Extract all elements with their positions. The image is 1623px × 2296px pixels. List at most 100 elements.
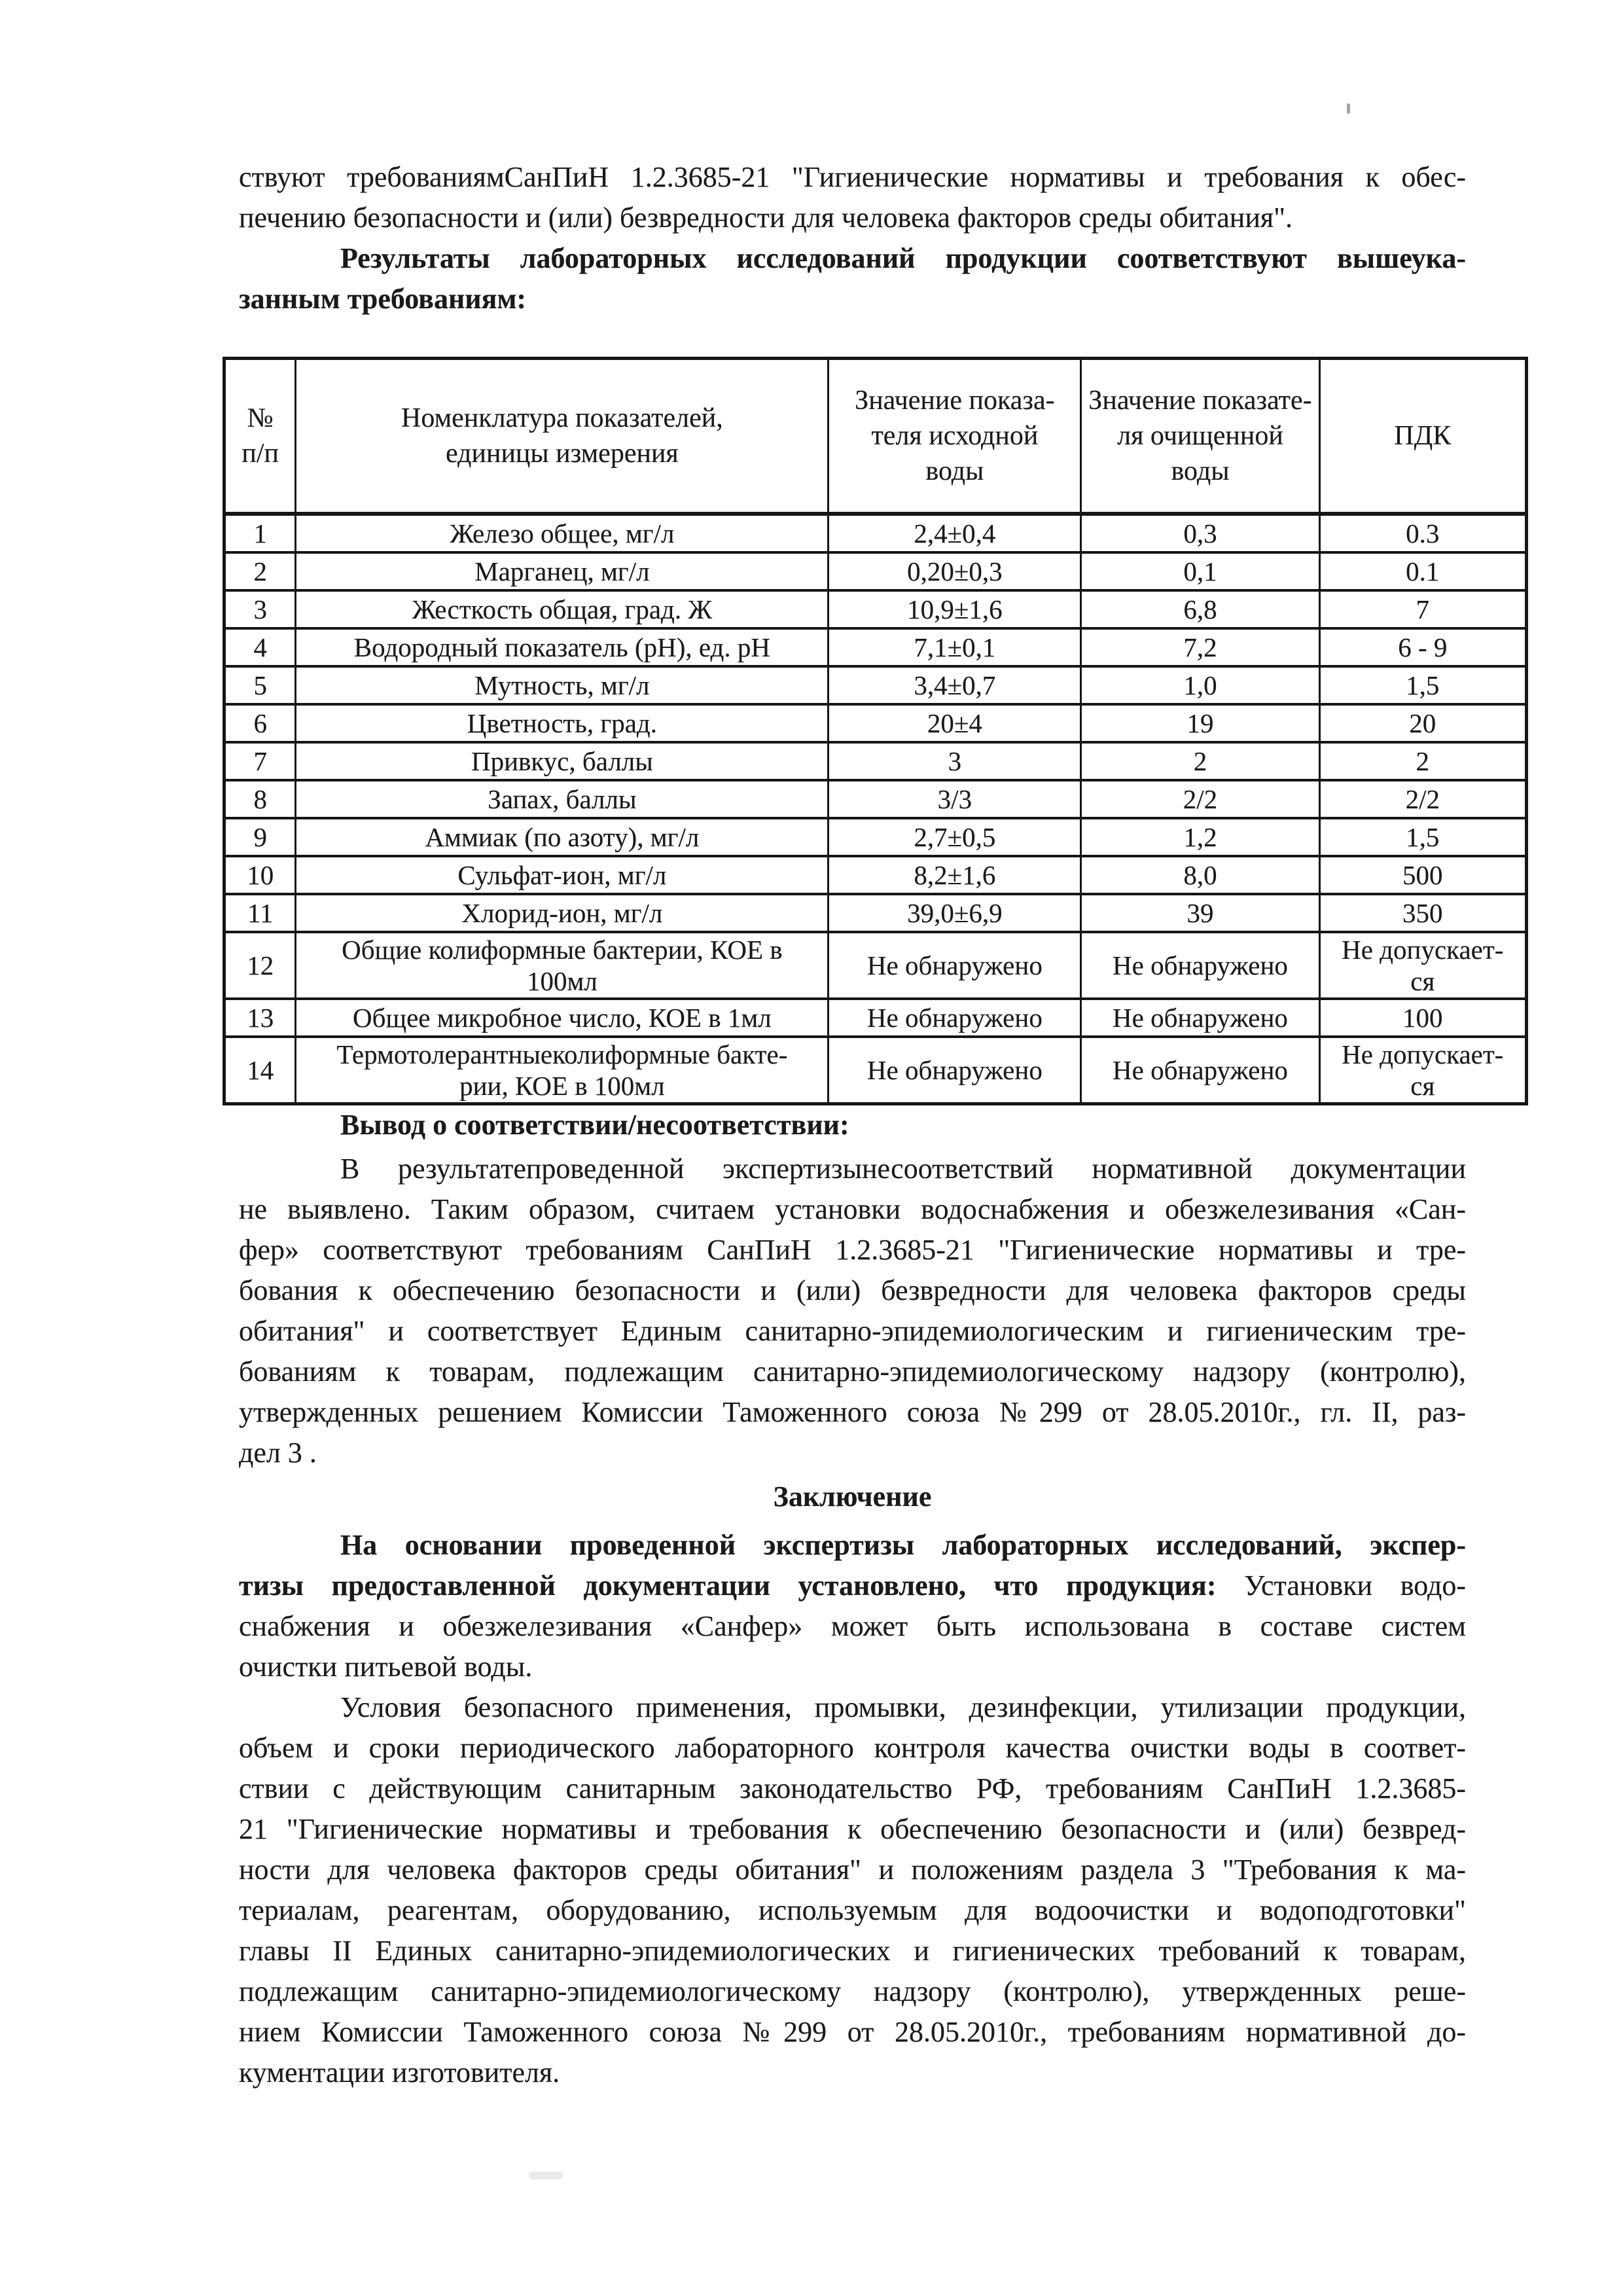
conclusion-intro-section: На основании проведенной экспертизы лабо… <box>239 1525 1466 1687</box>
cell-source-value: 3 <box>827 741 1082 781</box>
verdict-section: В результатепроведенной экспертизынесоот… <box>239 1149 1466 1473</box>
cell-indicator-name: Мутность, мг/л <box>294 665 830 706</box>
results-table-container: № п/п Номенклатура показателей, единицы … <box>223 357 1528 1105</box>
header-cell-source-water: Значение показа- теля исходной воды <box>827 357 1082 516</box>
table-row: 13 Общее микробное число, КОЕ в 1мл Не о… <box>223 997 1528 1038</box>
verdict-paragraph: В результатепроведенной экспертизынесоот… <box>239 1149 1466 1473</box>
cell-indicator-name: Аммиак (по азоту), мг/л <box>294 817 830 857</box>
text-line: бованиям к товарам, подлежащим санитарно… <box>239 1355 1466 1388</box>
cell-indicator-name: Жесткость общая, град. Ж <box>294 589 830 630</box>
cell-indicator-name: Сульфат-ион, мг/л <box>294 855 830 895</box>
cell-source-value: 20±4 <box>827 703 1082 744</box>
text-line: главы II Единых санитарно-эпидемиологиче… <box>239 1935 1466 1967</box>
table-row: 4 Водородный показатель (pH), ед. pH 7,1… <box>223 627 1528 668</box>
cell-clean-value: 39 <box>1080 893 1321 933</box>
cell-clean-value: 7,2 <box>1080 627 1321 668</box>
cell-clean-value: Не обнаружено <box>1080 997 1321 1038</box>
text-line: дел 3 . <box>239 1437 317 1469</box>
cell-clean-value: 6,8 <box>1080 589 1321 630</box>
cell-pdk-value: 20 <box>1318 703 1528 744</box>
table-row: 1 Железо общее, мг/л 2,4±0,4 0,3 0.3 <box>223 512 1528 554</box>
conditions-section: Условия безопасного применения, промывки… <box>239 1687 1466 2093</box>
cell-pdk-value: Не допускает- ся <box>1318 1035 1528 1105</box>
table-row: 7 Привкус, баллы 3 2 2 <box>223 741 1528 781</box>
lab-results-table: № п/п Номенклатура показателей, единицы … <box>223 357 1528 1105</box>
cell-indicator-name: Водородный показатель (pH), ед. pH <box>294 627 830 668</box>
text-line: ности для человека факторов среды обитан… <box>239 1854 1466 1886</box>
text-line: В результатепроведенной экспертизынесоот… <box>340 1153 1466 1185</box>
text-line: На основании проведенной экспертизы лабо… <box>340 1529 1466 1561</box>
table-row: 10 Сульфат-ион, мг/л 8,2±1,6 8,0 500 <box>223 855 1528 895</box>
cell-row-number: 8 <box>223 779 297 819</box>
cell-row-number: 4 <box>223 627 297 668</box>
cell-clean-value: Не обнаружено <box>1080 1035 1321 1105</box>
conclusion-intro-paragraph: На основании проведенной экспертизы лабо… <box>239 1525 1466 1687</box>
cell-indicator-name: Термотолерантныеколиформные бакте- рии, … <box>294 1035 830 1105</box>
results-statement-paragraph: Результаты лабораторных исследований про… <box>239 238 1466 319</box>
text-line: очистки питьевой воды. <box>239 1651 533 1683</box>
header-cell-num: № п/п <box>223 357 297 516</box>
cell-pdk-value: 1,5 <box>1318 817 1528 857</box>
text-line: не выявлено. Таким образом, считаем уста… <box>239 1193 1466 1225</box>
text-line: Результаты лабораторных исследований про… <box>340 242 1466 274</box>
cell-clean-value: 1,0 <box>1080 665 1321 706</box>
cell-indicator-name: Железо общее, мг/л <box>294 512 830 554</box>
text-line: подлежащим санитарно-эпидемиологическому… <box>239 1975 1466 2007</box>
cell-indicator-name: Марганец, мг/л <box>294 551 830 592</box>
cell-pdk-value: 7 <box>1318 589 1528 630</box>
text-line: кументации изготовителя. <box>239 2056 560 2089</box>
intro-paragraph: ствуют требованиямСанПиН 1.2.3685-21 "Ги… <box>239 157 1466 238</box>
cell-pdk-value: Не допускает- ся <box>1318 931 1528 1000</box>
cell-clean-value: 8,0 <box>1080 855 1321 895</box>
cell-source-value: 10,9±1,6 <box>827 589 1082 630</box>
cell-row-number: 2 <box>223 551 297 592</box>
cell-row-number: 5 <box>223 665 297 706</box>
bold-segment: тизы предоставленной документации устано… <box>239 1570 1217 1602</box>
text-line: Условия безопасного применения, промывки… <box>340 1691 1466 1723</box>
table-body: 1 Железо общее, мг/л 2,4±0,4 0,3 0.3 2 М… <box>223 512 1528 1105</box>
cell-pdk-value: 2 <box>1318 741 1528 781</box>
cell-clean-value: 1,2 <box>1080 817 1321 857</box>
conclusion-heading: Заключение <box>773 1480 932 1513</box>
header-cell-pdk: ПДК <box>1318 357 1528 516</box>
cell-indicator-name: Общее микробное число, КОЕ в 1мл <box>294 997 830 1038</box>
cell-row-number: 6 <box>223 703 297 744</box>
table-row: 5 Мутность, мг/л 3,4±0,7 1,0 1,5 <box>223 665 1528 706</box>
text-line: 21 "Гигиенические нормативы и требования… <box>239 1813 1466 1845</box>
cell-row-number: 11 <box>223 893 297 933</box>
text-line: бования к обеспечению безопасности и (ил… <box>239 1274 1466 1306</box>
cell-clean-value: 2 <box>1080 741 1321 781</box>
cell-source-value: 2,4±0,4 <box>827 512 1082 554</box>
table-row: 12 Общие колиформные бактерии, КОЕ в 100… <box>223 931 1528 1000</box>
cell-pdk-value: 1,5 <box>1318 665 1528 706</box>
cell-source-value: 8,2±1,6 <box>827 855 1082 895</box>
table-row: 2 Марганец, мг/л 0,20±0,3 0,1 0.1 <box>223 551 1528 592</box>
cell-pdk-value: 0.1 <box>1318 551 1528 592</box>
cell-pdk-value: 350 <box>1318 893 1528 933</box>
header-cell-name: Номенклатура показателей, единицы измере… <box>294 357 830 516</box>
text-line: объем и сроки периодического лабораторно… <box>239 1732 1466 1764</box>
conditions-paragraph: Условия безопасного применения, промывки… <box>239 1687 1466 2093</box>
cell-clean-value: Не обнаружено <box>1080 931 1321 1000</box>
table-row: 11 Хлорид-ион, мг/л 39,0±6,9 39 350 <box>223 893 1528 933</box>
cell-pdk-value: 6 - 9 <box>1318 627 1528 668</box>
cell-clean-value: 2/2 <box>1080 779 1321 819</box>
cell-source-value: 0,20±0,3 <box>827 551 1082 592</box>
cell-indicator-name: Запах, баллы <box>294 779 830 819</box>
text-line: утвержденных решением Комиссии Таможенно… <box>239 1396 1466 1428</box>
header-cell-clean-water: Значение показате- ля очищенной воды <box>1080 357 1321 516</box>
scan-artifact <box>529 2172 563 2179</box>
text-line: обитания" и соответствует Единым санитар… <box>239 1315 1466 1347</box>
cell-row-number: 9 <box>223 817 297 857</box>
table-row: 8 Запах, баллы 3/3 2/2 2/2 <box>223 779 1528 819</box>
cell-row-number: 12 <box>223 931 297 1000</box>
cell-pdk-value: 2/2 <box>1318 779 1528 819</box>
cell-indicator-name: Общие колиформные бактерии, КОЕ в 100мл <box>294 931 830 1000</box>
cell-clean-value: 0,1 <box>1080 551 1321 592</box>
cell-pdk-value: 100 <box>1318 997 1528 1038</box>
text-line: нием Комиссии Таможенного союза №299 от … <box>239 2016 1466 2048</box>
cell-source-value: 7,1±0,1 <box>827 627 1082 668</box>
table-row: 9 Аммиак (по азоту), мг/л 2,7±0,5 1,2 1,… <box>223 817 1528 857</box>
cell-row-number: 13 <box>223 997 297 1038</box>
text-line: снабжения и обезжелезивания «Санфер» мож… <box>239 1610 1466 1642</box>
